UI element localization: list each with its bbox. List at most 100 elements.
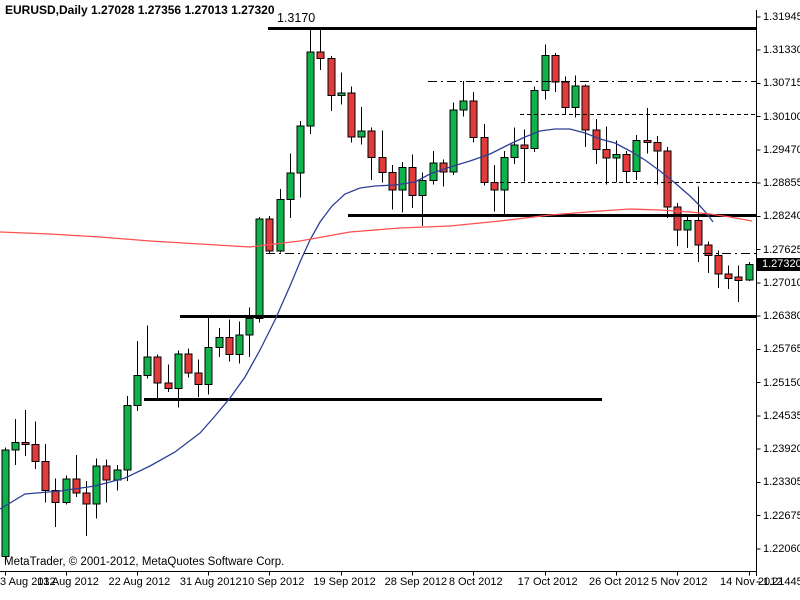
candle [21,409,30,457]
candle [734,265,743,303]
candle [296,120,305,198]
date-axis-label: 31 Aug 2012 [179,576,242,588]
candle [571,75,580,118]
candle [459,81,468,117]
candle [276,188,285,253]
price-axis-label: 1.30100 [763,110,800,123]
candle [541,44,550,100]
candle [72,455,81,498]
copyright-text: MetaTrader, © 2001-2012, MetaQuotes Soft… [4,556,285,568]
candle [602,126,611,185]
candle [643,107,652,154]
price-axis-label: 1.28240 [763,210,800,223]
price-axis-label: 1.22060 [763,542,800,555]
candle [632,134,641,181]
candle [164,364,173,393]
candle [378,130,387,183]
candle [490,165,499,212]
date-axis-label: 26 Oct 2012 [589,576,649,588]
candle [133,340,142,411]
date-axis-label: 28 Sep 2012 [384,576,448,588]
candle [510,127,519,165]
price-axis-label: 1.21445 [763,575,800,588]
date-axis-label: 13 Aug 2012 [37,576,99,588]
candle [31,421,40,470]
candle [92,458,101,519]
candle [551,52,560,92]
price-axis-label: 1.31945 [763,11,800,23]
candle [265,215,274,254]
price-axis-label: 1.27010 [763,276,800,289]
price-axis-label: 1.24535 [763,409,800,422]
candle [327,56,336,112]
candle [357,106,366,145]
candle [429,151,438,185]
chart-title-ohlc: EURUSD,Daily 1.27028 1.27356 1.27013 1.2… [5,3,275,17]
price-axis-label: 1.27625 [763,243,800,256]
price-axis-label: 1.29470 [763,143,800,156]
candle [704,241,713,273]
candle [683,214,692,249]
candle [388,165,397,210]
candle [398,161,407,213]
candle [581,84,590,147]
candle [449,102,458,175]
candle [714,250,723,289]
candle [480,124,489,186]
candle [337,72,346,105]
candle [153,354,162,401]
candle [123,395,132,481]
candle [41,443,50,503]
date-axis-label: 22 Aug 2012 [108,576,171,588]
current-price-badge: 1.27320 [757,257,800,271]
price-axis-label: 1.23920 [763,443,800,456]
candle [673,202,682,246]
price-axis-label: 1.22675 [763,509,800,522]
candle [102,459,111,503]
candle [184,348,193,378]
candle [439,159,448,187]
candle [204,314,213,395]
candle [418,172,427,227]
candle [235,321,244,364]
candle [469,91,478,143]
candle [225,319,234,362]
candle [306,28,315,134]
candle [113,464,122,491]
ma-slow-red [0,208,753,248]
date-axis-label: 14 Nov 2012 [720,576,783,588]
date-axis-label: 17 Oct 2012 [517,576,578,588]
candle [11,418,20,465]
candle [408,154,417,209]
candle [622,151,631,183]
date-axis-label: 10 Sep 2012 [241,576,305,588]
date-axis-label: 3 Aug 2012 [0,576,56,588]
candle [245,307,254,357]
price-axis-label: 1.25150 [763,376,800,389]
candle [316,27,325,71]
candle [561,76,570,115]
candle [612,140,621,183]
candle [745,262,754,281]
price-axis-label: 1.31330 [763,44,800,57]
candle [530,86,539,153]
date-axis-label: 19 Sep 2012 [313,576,376,588]
candle [347,86,356,143]
ma-fast-blue [0,128,714,510]
candle [367,127,376,181]
candle [194,359,203,397]
price-axis-label: 1.26380 [763,310,800,323]
candle [143,325,152,379]
candle [592,118,601,165]
candle [51,478,60,527]
date-axis-label: 5 Nov 2012 [651,576,708,588]
candle [520,129,529,182]
candle [82,480,91,536]
candle [500,151,509,215]
resistance-level-label: 1.3170 [277,11,316,25]
candle [215,327,224,357]
candle [255,216,264,323]
candle [286,153,295,218]
